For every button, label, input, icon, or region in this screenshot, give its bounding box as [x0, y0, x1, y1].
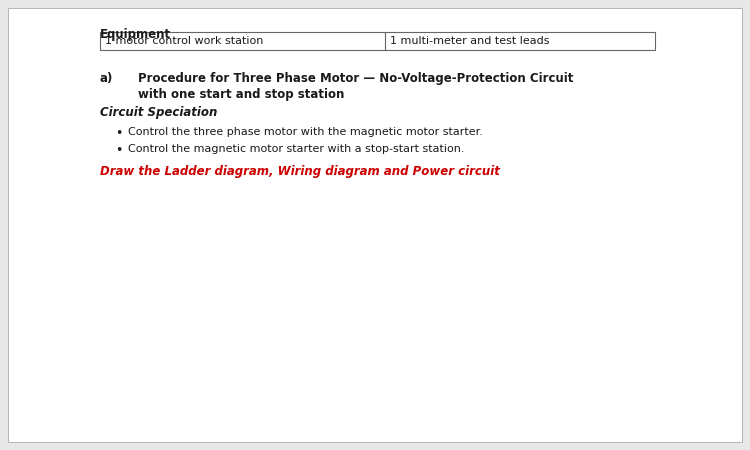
Text: •: • — [115, 127, 122, 140]
Bar — [100, 32, 655, 50]
Text: Draw the Ladder diagram, Wiring diagram and Power circuit: Draw the Ladder diagram, Wiring diagram … — [100, 165, 500, 178]
Text: Control the magnetic motor starter with a stop-start station.: Control the magnetic motor starter with … — [128, 144, 464, 154]
Text: Control the three phase motor with the magnetic motor starter.: Control the three phase motor with the m… — [128, 127, 483, 137]
Text: Equipment: Equipment — [100, 28, 171, 41]
Text: •: • — [115, 144, 122, 157]
Text: Circuit Speciation: Circuit Speciation — [100, 106, 218, 119]
Text: Procedure for Three Phase Motor — No-Voltage-Protection Circuit: Procedure for Three Phase Motor — No-Vol… — [138, 72, 573, 85]
Text: with one start and stop station: with one start and stop station — [138, 88, 344, 101]
Text: a): a) — [100, 72, 113, 85]
Text: 1 motor control work station: 1 motor control work station — [105, 36, 263, 46]
Text: 1 multi-meter and test leads: 1 multi-meter and test leads — [390, 36, 550, 46]
